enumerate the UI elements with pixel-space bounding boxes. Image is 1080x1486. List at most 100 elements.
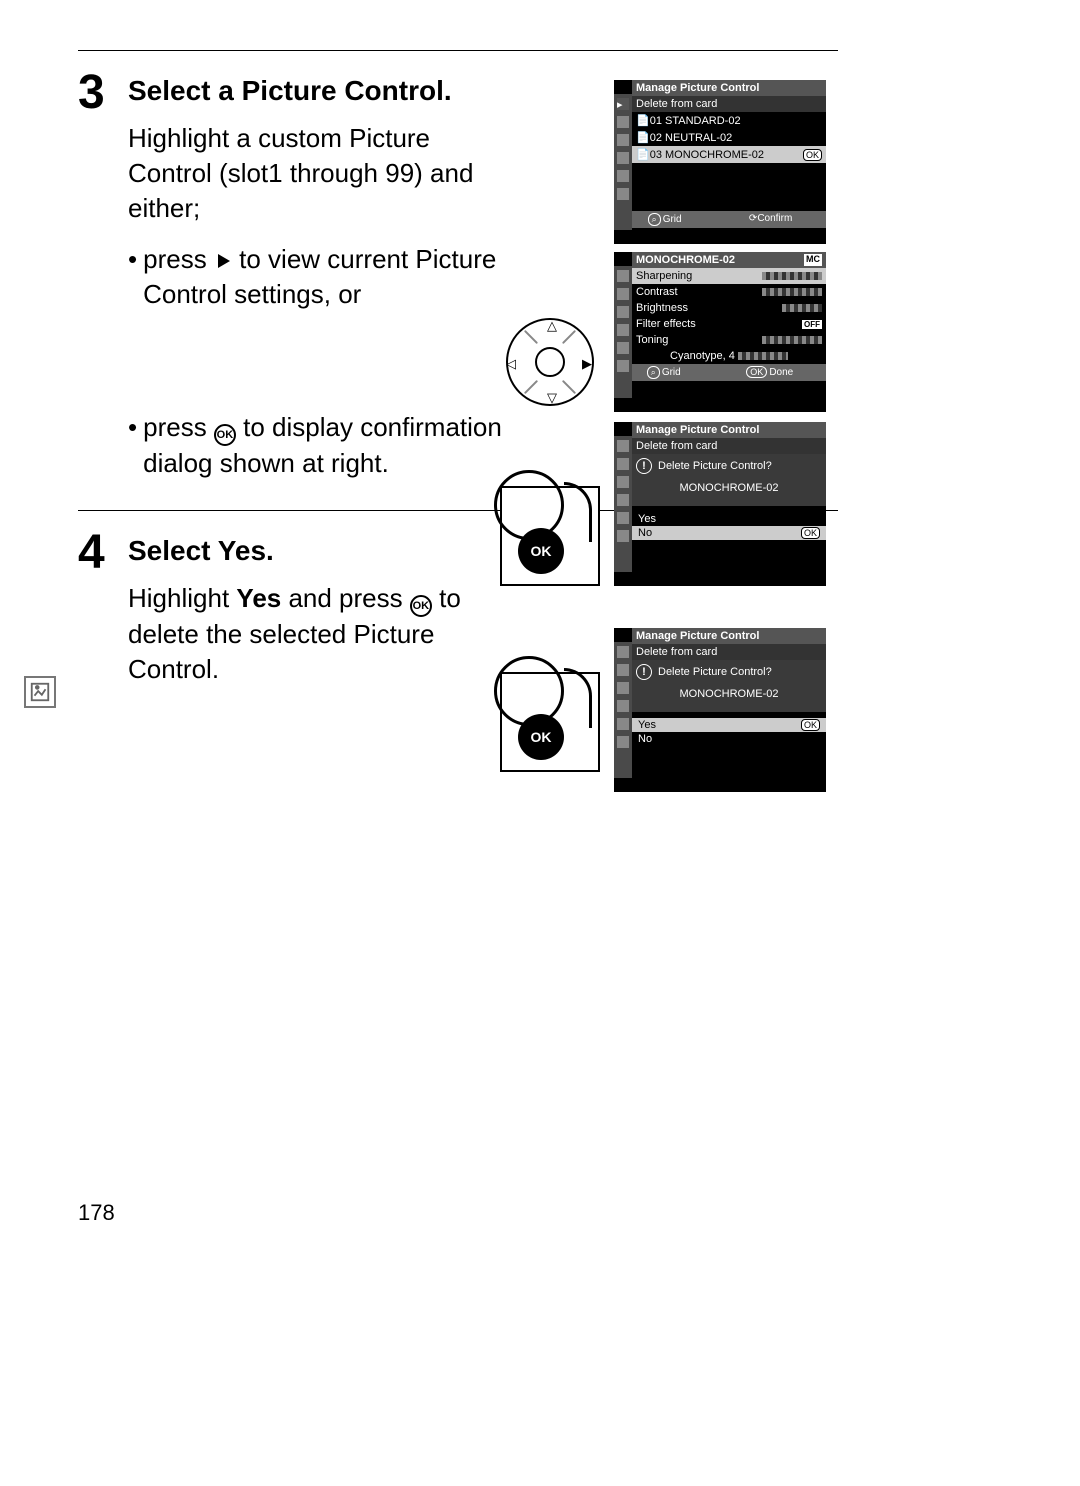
option-no-selected: No OK xyxy=(632,526,826,540)
ok-badge: OK xyxy=(801,719,820,731)
retouch-icon xyxy=(617,170,629,182)
off-badge: OFF xyxy=(802,320,822,329)
param-row: Brightness xyxy=(632,300,826,316)
text: press xyxy=(143,412,214,442)
y-icon xyxy=(617,324,629,336)
toning-label: Cyanotype, 4 xyxy=(670,350,735,362)
lcd-screen-4: Manage Picture Control Delete from card … xyxy=(614,628,826,792)
no-label: No xyxy=(638,527,652,539)
screen-title: Manage Picture Control xyxy=(632,628,826,644)
recent-icon xyxy=(617,360,629,372)
ok-icon: OK xyxy=(410,595,432,617)
text: and press xyxy=(281,583,410,613)
dialog-question: Delete Picture Control? xyxy=(658,666,772,678)
play-icon xyxy=(617,646,629,658)
screen-subheader: Delete from card xyxy=(632,438,826,454)
recent-icon xyxy=(617,736,629,748)
bullet-dot: • xyxy=(128,410,143,481)
footer-confirm: Confirm xyxy=(757,213,792,224)
yes-label: Yes xyxy=(638,513,656,525)
top-rule xyxy=(78,50,838,51)
screen-title: MONOCHROME-02 xyxy=(636,254,735,266)
no-label: No xyxy=(638,733,652,745)
warning-icon: ! xyxy=(636,458,652,474)
slider-icon xyxy=(762,336,822,344)
screen-footer: ⌕Grid ⟳Confirm xyxy=(614,211,826,228)
lcd-screen-2: MONOCHROME-02 MC Sharpening Contrast Bri… xyxy=(614,252,826,412)
item-label: 01 STANDARD-02 xyxy=(650,115,741,127)
dialog-question: Delete Picture Control? xyxy=(658,460,772,472)
step-number: 3 xyxy=(78,69,128,490)
dialog-name: MONOCHROME-02 xyxy=(636,688,822,700)
step-intro: Highlight a custom Picture Control (slot… xyxy=(128,121,488,226)
pencil-icon xyxy=(617,306,629,318)
text: press xyxy=(143,244,214,274)
slider-icon xyxy=(762,272,822,280)
param-label: Toning xyxy=(636,334,668,346)
bullet-2: • press OK to display confirmation dialo… xyxy=(128,410,508,481)
ok-pill: OK xyxy=(746,366,767,378)
bullet-dot: • xyxy=(128,242,143,312)
param-label: Brightness xyxy=(636,302,688,314)
retouch-icon xyxy=(617,718,629,730)
dialog: ! Delete Picture Control? MONOCHROME-02 xyxy=(632,454,826,506)
screen-sidebar xyxy=(614,436,632,572)
mc-badge: MC xyxy=(804,254,822,266)
pencil-icon xyxy=(617,134,629,146)
list-item-selected: 📄03 MONOCHROME-02 OK xyxy=(632,146,826,163)
y-icon xyxy=(617,494,629,506)
screen-title: Manage Picture Control xyxy=(632,80,826,96)
screen-subheader: Delete from card xyxy=(632,96,826,112)
ok-icon: OK xyxy=(214,424,236,446)
slider-icon xyxy=(762,288,822,296)
y-icon xyxy=(617,700,629,712)
list-item: 📄01 STANDARD-02 xyxy=(632,112,826,129)
yes-label: Yes xyxy=(638,719,656,731)
recent-icon xyxy=(617,530,629,542)
footer-done: Done xyxy=(769,367,793,378)
retouch-icon xyxy=(617,342,629,354)
footer-grid: Grid xyxy=(663,214,682,225)
page-number: 178 xyxy=(78,1200,115,1226)
zoom-icon: ⌕ xyxy=(648,213,661,226)
screen-sidebar xyxy=(614,642,632,778)
ok-button-label: OK xyxy=(518,528,564,574)
pencil-icon xyxy=(617,682,629,694)
ok-badge: OK xyxy=(803,149,822,161)
screen-sidebar xyxy=(614,266,632,398)
camera-icon xyxy=(617,116,629,128)
ok-button-diagram: OK xyxy=(500,672,600,772)
param-row: Toning xyxy=(632,332,826,348)
step-number: 4 xyxy=(78,529,128,703)
retouch-icon xyxy=(617,512,629,524)
camera-icon xyxy=(617,664,629,676)
dialog-name: MONOCHROME-02 xyxy=(636,482,822,494)
bullet-text: press OK to display confirmation dialog … xyxy=(143,410,508,481)
option-no: No xyxy=(632,732,826,746)
dialog-question-row: ! Delete Picture Control? xyxy=(636,664,822,680)
list-item: 📄02 NEUTRAL-02 xyxy=(632,129,826,146)
ok-button-label: OK xyxy=(518,714,564,760)
slider-icon xyxy=(738,352,788,360)
ok-button-diagram: OK xyxy=(500,486,600,586)
option-yes: Yes xyxy=(632,512,826,526)
lcd-screen-1: ▸ Manage Picture Control Delete from car… xyxy=(614,80,826,244)
text: Highlight xyxy=(128,583,236,613)
step-text: Highlight Yes and press OK to delete the… xyxy=(128,581,468,687)
lcd-screen-3: Manage Picture Control Delete from card … xyxy=(614,422,826,586)
play-icon: ▸ xyxy=(617,98,629,110)
item-label: 02 NEUTRAL-02 xyxy=(650,132,733,144)
item-label: 03 MONOCHROME-02 xyxy=(650,149,764,161)
zoom-icon: ⌕ xyxy=(647,366,660,379)
screen-footer: ⌕Grid OKDone xyxy=(614,364,826,381)
footer-grid: Grid xyxy=(662,367,681,378)
ok-badge: OK xyxy=(801,527,820,539)
slider-icon xyxy=(782,304,822,312)
bullet-text: press to view current Picture Control se… xyxy=(143,242,508,312)
bullet-1: • press to view current Picture Control … xyxy=(128,242,508,312)
screen-sidebar: ▸ xyxy=(614,94,632,230)
param-label: Contrast xyxy=(636,286,678,298)
param-label: Filter effects xyxy=(636,318,696,330)
param-row: Contrast xyxy=(632,284,826,300)
dialog: ! Delete Picture Control? MONOCHROME-02 xyxy=(632,660,826,712)
